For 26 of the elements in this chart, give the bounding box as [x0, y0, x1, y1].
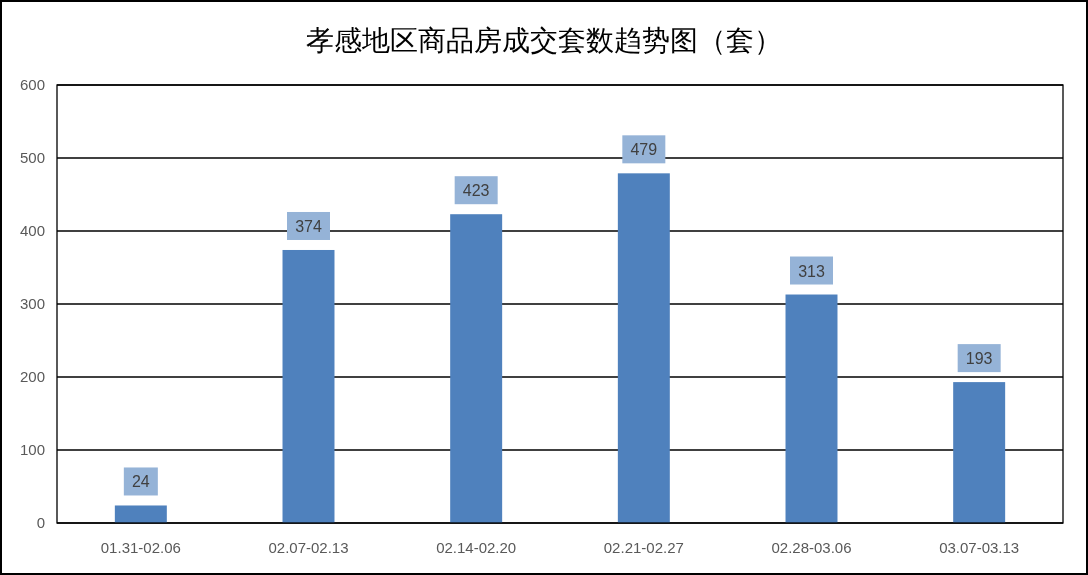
y-tick-label: 400: [19, 222, 45, 239]
y-tick-label: 0: [36, 514, 45, 531]
data-label: 423: [462, 182, 490, 200]
x-tick-label: 02.07-02.13: [268, 539, 349, 556]
x-tick-label: 02.21-02.27: [603, 539, 684, 556]
data-label: 193: [965, 350, 993, 368]
y-tick-label: 600: [19, 76, 45, 93]
data-label: 374: [295, 217, 322, 235]
y-tick-label: 300: [19, 295, 45, 312]
bar: [282, 249, 335, 523]
x-tick-label: 01.31-02.06: [100, 539, 181, 556]
data-label: 24: [131, 473, 150, 491]
x-tick-label: 02.28-03.06: [771, 539, 852, 556]
bar: [953, 382, 1006, 523]
bar: [785, 294, 838, 523]
y-tick-label: 500: [19, 149, 45, 166]
chart-title: 孝感地区商品房成交套数趋势图（套）: [306, 24, 782, 57]
data-label: 313: [798, 262, 825, 280]
y-tick-label: 100: [19, 441, 45, 458]
bar: [450, 214, 503, 523]
x-tick-label: 02.14-02.20: [436, 539, 517, 556]
bar: [617, 173, 670, 523]
data-label: 479: [630, 141, 658, 159]
bar: [114, 505, 167, 523]
x-tick-label: 03.07-03.13: [939, 539, 1020, 556]
y-tick-label: 200: [19, 368, 45, 385]
